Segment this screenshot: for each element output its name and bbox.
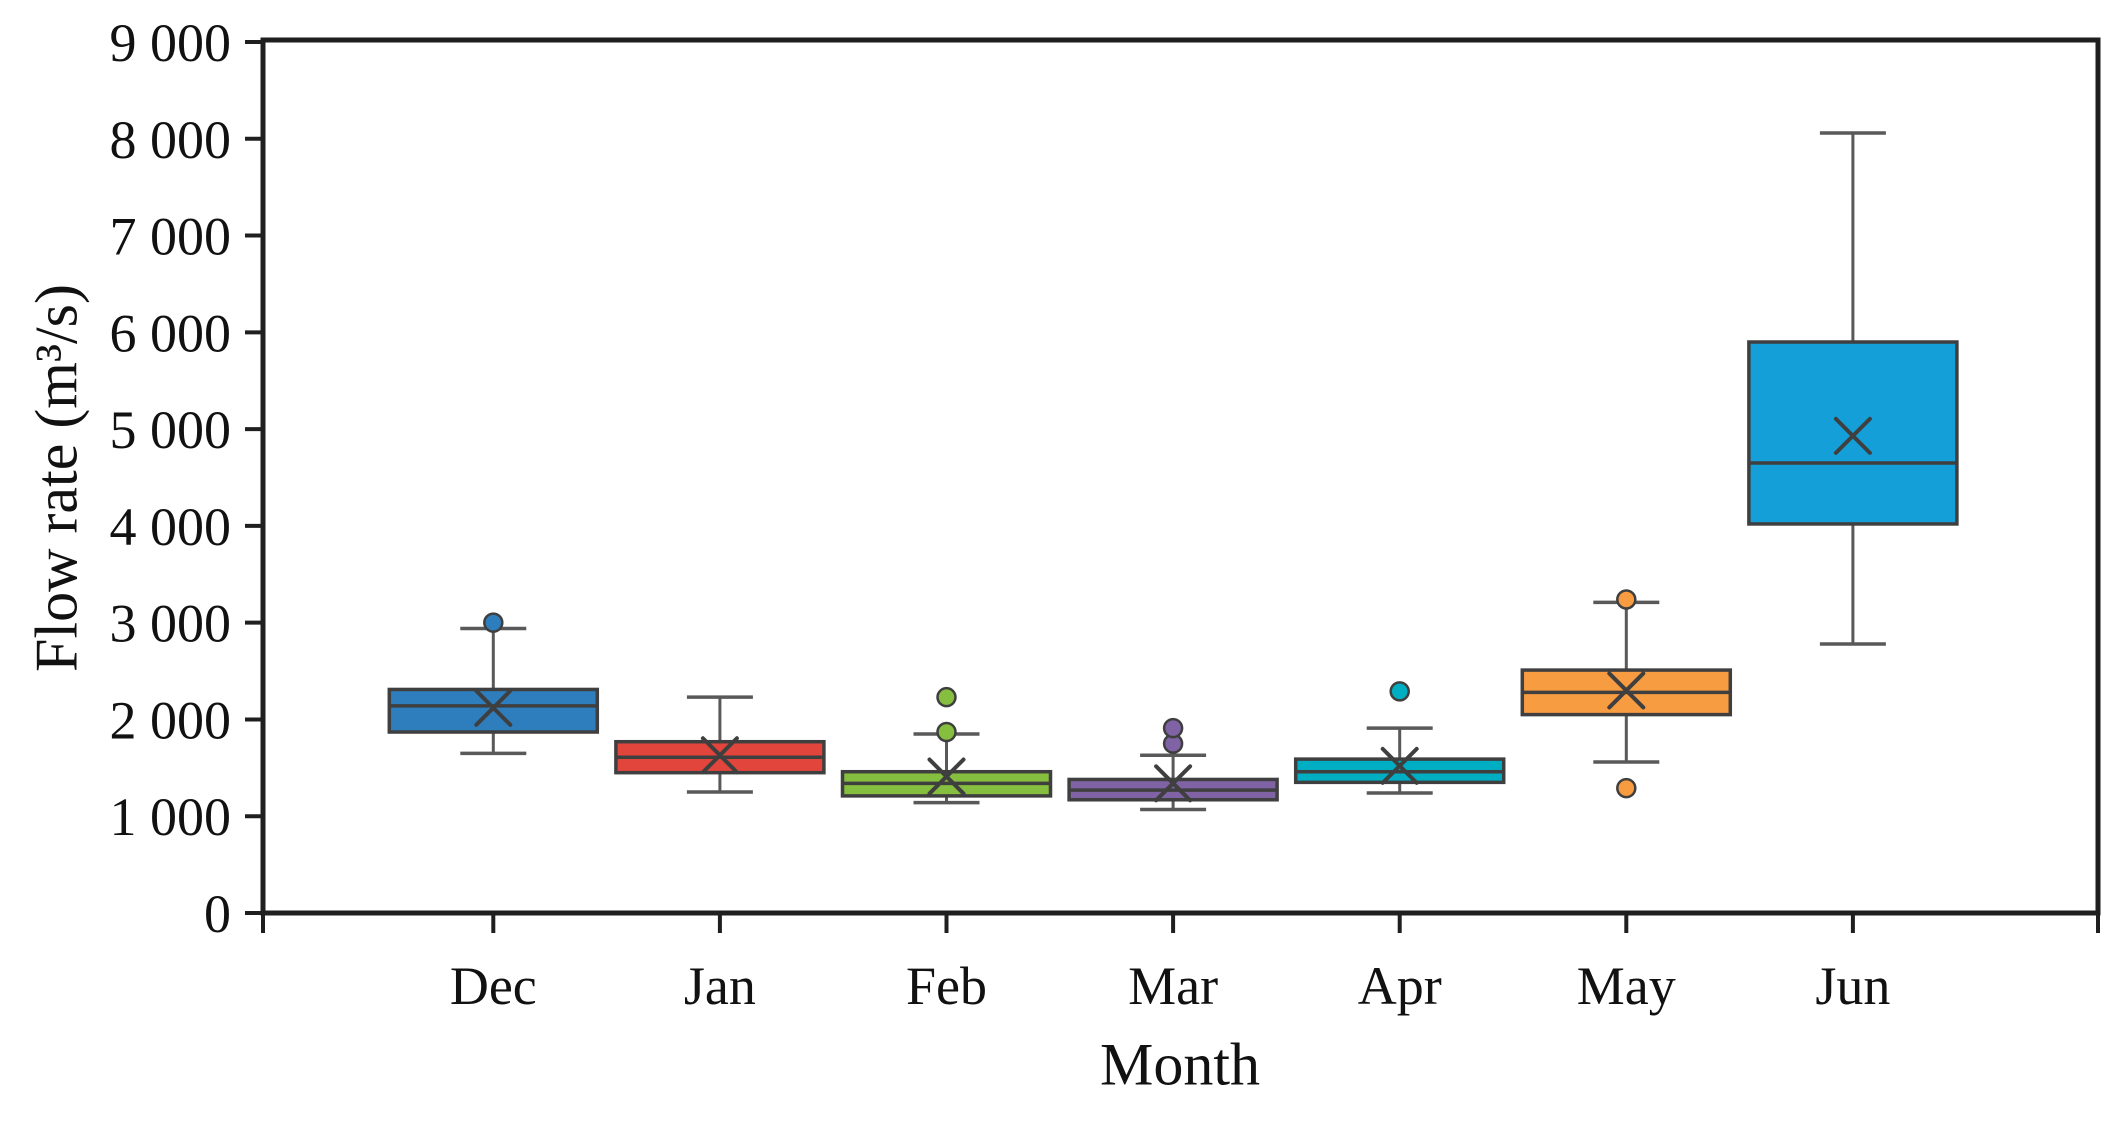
mean-marker xyxy=(1833,416,1872,455)
iqr-box xyxy=(1747,340,1959,526)
x-axis-tick-label-jun: Jun xyxy=(1815,956,1890,1016)
x-axis-tick-label-feb: Feb xyxy=(906,956,987,1016)
y-axis-tick-label: 5 000 xyxy=(110,400,232,460)
box-group-feb xyxy=(840,686,1053,805)
y-axis-tick-label: 3 000 xyxy=(110,594,232,654)
y-axis-tick-label: 2 000 xyxy=(110,690,232,750)
outlier-point xyxy=(483,612,504,633)
box-group-may xyxy=(1520,589,1733,799)
iqr-box xyxy=(387,687,600,734)
y-axis-tick-label: 4 000 xyxy=(110,497,232,557)
box-group-mar xyxy=(1067,717,1279,812)
y-axis-tick-label: 0 xyxy=(204,884,231,944)
x-axis-tick-label-jan: Jan xyxy=(684,956,756,1016)
outlier-point xyxy=(1616,589,1637,610)
mean-marker xyxy=(1154,764,1193,803)
outlier-point xyxy=(936,721,957,743)
mean-marker xyxy=(1380,746,1419,785)
plot-frame xyxy=(260,37,2101,916)
y-axis-tick-label: 9 000 xyxy=(110,13,232,73)
mean-marker xyxy=(474,688,513,727)
outlier-point xyxy=(1162,717,1184,739)
x-axis-tick-label-dec: Dec xyxy=(450,956,537,1016)
y-axis-tick-label: 8 000 xyxy=(110,110,232,170)
x-axis-tick-label-mar: Mar xyxy=(1128,956,1218,1016)
y-axis-title: Flow rate (m³/s) xyxy=(23,284,90,672)
y-axis-tick-label: 1 000 xyxy=(110,787,232,847)
box-group-jun xyxy=(1747,131,1959,646)
outlier-point xyxy=(936,686,957,708)
box-group-dec xyxy=(387,612,600,756)
outlier-point xyxy=(1389,681,1410,702)
mean-marker xyxy=(927,757,966,796)
mean-marker xyxy=(1607,671,1646,710)
x-axis-tick-label-may: May xyxy=(1577,956,1676,1016)
y-axis-tick-label: 7 000 xyxy=(110,207,232,267)
box-group-apr xyxy=(1293,681,1506,795)
y-axis-tick-label: 6 000 xyxy=(110,303,232,363)
outlier-point xyxy=(1616,777,1637,799)
x-axis-tick-label-apr: Apr xyxy=(1358,956,1442,1016)
x-axis-title: Month xyxy=(1099,1031,1261,1098)
mean-marker xyxy=(700,736,739,775)
box-group-jan xyxy=(614,695,826,794)
